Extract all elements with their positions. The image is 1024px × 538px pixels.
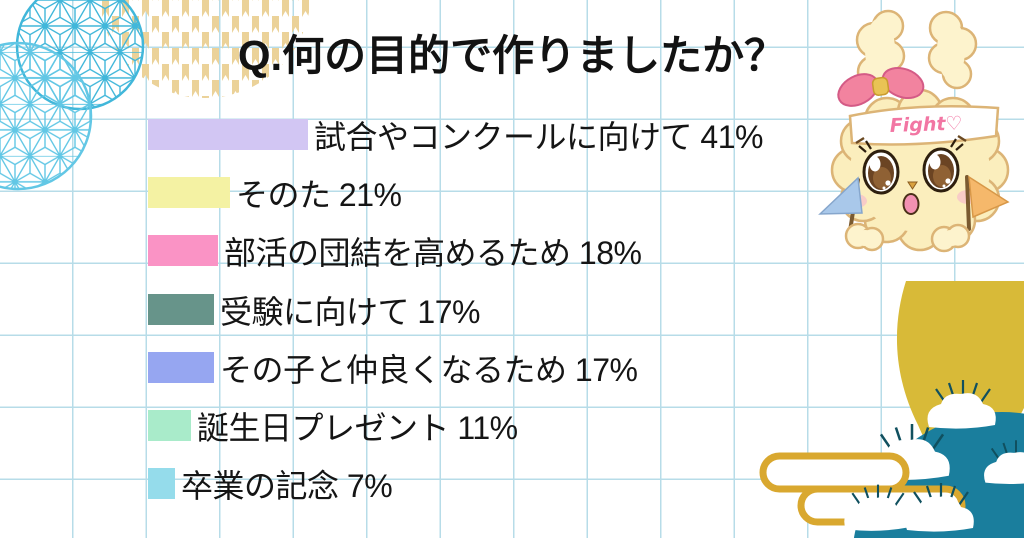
chart-row: 試合やコンクールに向けて 41% <box>148 119 763 155</box>
chart-row: 受験に向けて 17% <box>148 294 480 330</box>
bar-segment <box>148 177 230 208</box>
bar-label: 誕生日プレゼント 11% <box>197 409 518 446</box>
chart-row: そのた 21% <box>148 177 402 213</box>
chart-row: 部活の団結を高めるため 18% <box>148 235 642 271</box>
chart-row: 卒業の記念 7% <box>148 468 393 504</box>
bar-label: 試合やコンクールに向けて 41% <box>314 118 763 155</box>
bar-segment <box>148 119 308 150</box>
bar-label: 部活の団結を高めるため 18% <box>224 234 642 271</box>
bar-segment <box>148 410 191 441</box>
bar-label: 受験に向けて 17% <box>220 293 480 330</box>
survey-question-title: Q.何の目的で作りましたか？ <box>237 32 787 79</box>
bar-segment <box>148 294 214 325</box>
bar-segment <box>148 468 175 499</box>
bar-segment <box>148 235 218 266</box>
bar-label: そのた 21% <box>236 176 402 213</box>
bar-label: 卒業の記念 7% <box>181 467 393 504</box>
bar-label: その子と仲良くなるため 17% <box>220 351 638 388</box>
chart-row: 誕生日プレゼント 11% <box>148 410 518 446</box>
bar-segment <box>148 352 214 383</box>
chart-row: その子と仲良くなるため 17% <box>148 352 638 388</box>
